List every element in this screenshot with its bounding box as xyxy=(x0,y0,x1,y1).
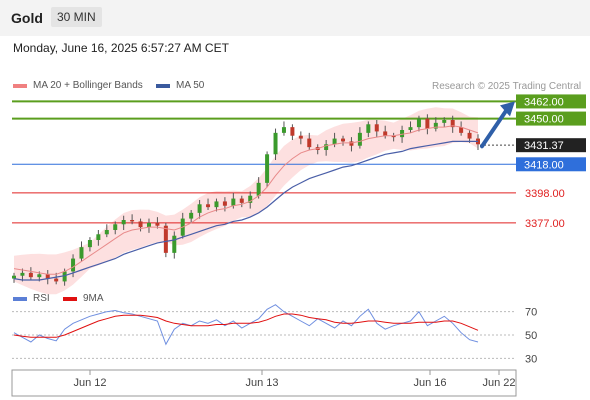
legend-9ma-label: 9MA xyxy=(83,293,104,304)
candle-body-10 xyxy=(96,234,101,240)
candle-body-45 xyxy=(391,135,396,138)
rsi-line xyxy=(13,304,479,346)
legend-rsi-swatch xyxy=(13,296,27,301)
candle-body-54 xyxy=(467,132,472,139)
candle-body-15 xyxy=(138,221,143,228)
candle-body-51 xyxy=(442,120,447,123)
rsi-9ma-line xyxy=(13,313,479,338)
time-tick-3: Jun 22 xyxy=(482,377,515,389)
pivot-level-3-tag xyxy=(516,157,586,172)
research-credit: Research © 2025 Trading Central xyxy=(432,81,582,92)
candle-body-33 xyxy=(290,127,295,136)
time-tick-1: Jun 13 xyxy=(245,377,278,389)
legend-bollinger: MA 20 + Bollinger Bands xyxy=(13,80,143,91)
price-panel: 3462.00 3450.00 3431.37 3418.00 3398.00 3377.… xyxy=(12,94,586,295)
support-level-5-label: 3377.00 xyxy=(525,218,565,230)
candle-body-14 xyxy=(130,220,135,222)
chart-datetime: Monday, June 16, 2025 6:57:27 AM CET xyxy=(13,41,229,55)
candle-body-43 xyxy=(374,124,379,132)
candle-body-50 xyxy=(433,122,438,129)
candle-body-35 xyxy=(307,138,312,148)
legend-bollinger-swatch xyxy=(13,83,27,88)
candle-body-0 xyxy=(12,275,16,279)
last-price-2-label: 3431.37 xyxy=(524,140,564,152)
candle-body-22 xyxy=(197,204,202,213)
candle-body-29 xyxy=(256,182,261,196)
candle-body-18 xyxy=(163,225,168,253)
candle-body-6 xyxy=(62,271,67,282)
candle-body-31 xyxy=(273,132,278,155)
target-level-1-tag xyxy=(516,111,586,126)
candle-body-12 xyxy=(113,224,118,230)
forecast-arrow-head xyxy=(500,101,515,117)
time-tick-0: Jun 12 xyxy=(73,377,106,389)
bollinger-band xyxy=(14,107,478,295)
candle-body-39 xyxy=(341,138,346,142)
candle-body-11 xyxy=(104,230,109,235)
last-price-2-tag xyxy=(516,138,586,153)
candle-body-48 xyxy=(416,118,421,128)
candle-body-41 xyxy=(357,132,362,146)
target-level-1-label: 3450.00 xyxy=(524,114,564,126)
candle-body-21 xyxy=(189,212,194,219)
candle-body-37 xyxy=(324,144,329,150)
candle-body-13 xyxy=(121,220,126,225)
time-tick-2: Jun 16 xyxy=(413,377,446,389)
candle-body-42 xyxy=(366,124,371,133)
candle-body-30 xyxy=(265,154,270,183)
candle-body-8 xyxy=(79,247,84,259)
candle-body-3 xyxy=(37,274,42,278)
candle-body-25 xyxy=(222,201,227,206)
ma50-line xyxy=(13,140,478,281)
legend-bollinger-label: MA 20 + Bollinger Bands xyxy=(33,80,143,91)
legend-ma50: MA 50 xyxy=(156,80,204,91)
time-axis-box xyxy=(11,369,517,397)
legend-9ma: 9MA xyxy=(63,293,104,304)
target-level-0-label: 3462.00 xyxy=(524,96,564,108)
instrument-title: Gold xyxy=(11,10,43,26)
candle-body-53 xyxy=(459,127,464,133)
pivot-level-3-label: 3418.00 xyxy=(524,159,564,171)
candle-body-34 xyxy=(298,135,303,139)
rsi-tick-30: 30 xyxy=(525,353,537,365)
timeframe-badge[interactable]: 30 MIN xyxy=(51,7,102,27)
legend-ma50-label: MA 50 xyxy=(176,80,205,91)
candle-body-38 xyxy=(332,138,337,145)
legend-9ma-swatch xyxy=(63,296,77,301)
candle-body-16 xyxy=(146,222,151,228)
rsi-tick-50: 50 xyxy=(525,330,537,342)
forecast-arrow-shaft xyxy=(480,107,509,149)
candle-body-5 xyxy=(54,278,59,282)
candle-body-40 xyxy=(349,141,354,146)
candle-body-19 xyxy=(172,235,177,253)
candle-body-49 xyxy=(425,118,430,129)
chart-header: Gold 30 MIN xyxy=(0,0,590,36)
target-level-0-tag xyxy=(516,94,586,109)
candle-body-23 xyxy=(206,204,211,208)
candle-body-46 xyxy=(400,130,405,138)
candle-body-17 xyxy=(155,222,160,226)
rsi-panel: 70 50 30 xyxy=(12,304,537,365)
candle-body-32 xyxy=(281,127,286,133)
candle-body-1 xyxy=(20,272,25,276)
rsi-tick-70: 70 xyxy=(525,307,537,319)
candle-body-27 xyxy=(239,198,244,203)
candle-body-52 xyxy=(450,120,455,128)
candle-body-7 xyxy=(71,258,76,272)
legend-rsi-label: RSI xyxy=(33,293,50,304)
ma20-line xyxy=(13,125,479,275)
candle-body-26 xyxy=(231,198,236,206)
time-axis: Jun 12 Jun 13 Jun 16 Jun 22 xyxy=(11,369,517,397)
candle-body-44 xyxy=(383,131,388,136)
legend-rsi: RSI xyxy=(13,293,50,304)
legend-ma50-swatch xyxy=(156,83,170,88)
candle-body-47 xyxy=(408,127,413,130)
candle-body-2 xyxy=(28,272,33,278)
candle-body-4 xyxy=(45,274,50,279)
candle-body-28 xyxy=(248,195,253,203)
support-level-4-label: 3398.00 xyxy=(525,188,565,200)
candle-body-24 xyxy=(214,201,219,208)
candle-body-9 xyxy=(87,240,92,248)
